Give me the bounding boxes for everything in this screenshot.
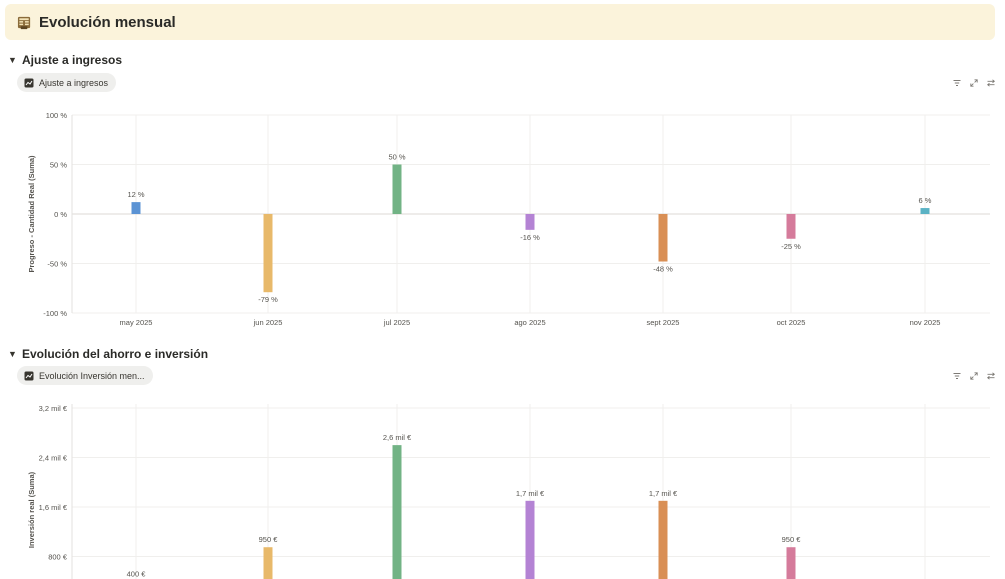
section-title: Ajuste a ingresos [22, 53, 123, 67]
caret-down-icon[interactable]: ▼ [8, 349, 17, 359]
data-label: -25 % [781, 242, 801, 251]
bar [131, 202, 141, 214]
y-tick-label: 3,2 mil € [39, 404, 68, 413]
section-title: Evolución del ahorro e inversión [22, 347, 209, 361]
data-label: 950 € [782, 535, 802, 544]
x-tick-label: ago 2025 [514, 318, 545, 327]
data-label: 1,7 mil € [649, 489, 678, 498]
data-label: 50 % [388, 153, 405, 162]
expand-icon[interactable] [970, 372, 978, 380]
y-tick-label: 100 % [46, 111, 68, 120]
data-label: -79 % [258, 295, 278, 304]
x-tick-label: oct 2025 [777, 318, 806, 327]
section-toggle-ajuste[interactable]: ▼ Ajuste a ingresos [8, 53, 122, 67]
bar [658, 214, 668, 262]
bar [525, 500, 535, 579]
data-label: 950 € [259, 535, 279, 544]
x-tick-label: jun 2025 [253, 318, 283, 327]
bar [658, 500, 668, 579]
settings-icon[interactable] [987, 372, 995, 380]
x-tick-label: nov 2025 [910, 318, 941, 327]
page-title: Evolución mensual [39, 13, 176, 31]
y-axis-label: Inversión real (Suma) [27, 471, 36, 548]
page-header-callout: Evolución mensual [5, 4, 995, 40]
y-tick-label: -100 % [43, 309, 67, 318]
data-label: 1,7 mil € [516, 489, 545, 498]
y-axis-label: Progreso - Cantidad Real (Suma) [27, 155, 36, 273]
x-tick-label: may 2025 [120, 318, 153, 327]
view-tab-label: Evolución Inversión men... [39, 370, 145, 381]
y-tick-label: 50 % [50, 161, 67, 170]
section-toggle-ahorro[interactable]: ▼ Evolución del ahorro e inversión [8, 347, 208, 361]
bar [392, 164, 402, 214]
bar [786, 214, 796, 239]
settings-icon[interactable] [987, 79, 995, 87]
filter-icon[interactable] [953, 79, 961, 87]
bar [263, 547, 273, 579]
data-label: 6 % [919, 196, 932, 205]
data-label: 400 € [127, 569, 147, 578]
view-tab-ajuste[interactable]: Ajuste a ingresos [17, 73, 117, 92]
chart-toolbar [953, 79, 995, 87]
expand-icon[interactable] [970, 79, 978, 87]
data-label: -16 % [520, 233, 540, 242]
chart-icon [24, 371, 34, 381]
bar [786, 547, 796, 579]
chart-toolbar [953, 372, 995, 380]
view-tab-label: Ajuste a ingresos [39, 77, 109, 88]
filter-icon[interactable] [953, 372, 961, 380]
chart-icon [24, 78, 34, 88]
bar [263, 214, 273, 293]
data-label: -48 % [653, 265, 673, 274]
x-tick-label: jul 2025 [383, 318, 410, 327]
bar-chart-ajuste: 100 % 50 % 0 % -50 % -100 % Progreso - Cantid… [27, 111, 990, 327]
y-tick-label: 2,4 mil € [39, 454, 68, 463]
x-tick-label: sept 2025 [647, 318, 680, 327]
y-tick-label: -50 % [47, 260, 67, 269]
view-tab-inversion[interactable]: Evolución Inversión men... [17, 366, 153, 385]
data-label: 2,6 mil € [383, 433, 412, 442]
caret-down-icon[interactable]: ▼ [8, 55, 17, 65]
bar [392, 445, 402, 579]
ledger-icon [15, 13, 33, 31]
y-tick-label: 800 € [48, 553, 68, 562]
bar [525, 214, 535, 230]
data-label: 12 % [127, 190, 144, 199]
y-tick-label: 1,6 mil € [39, 503, 68, 512]
bar [920, 208, 930, 214]
y-tick-label: 0 % [54, 210, 67, 219]
